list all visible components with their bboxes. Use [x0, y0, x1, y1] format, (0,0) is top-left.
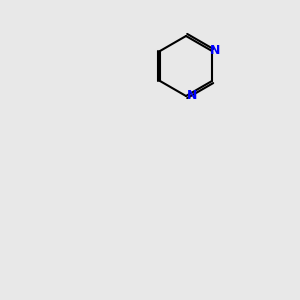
Text: N: N	[187, 89, 197, 103]
Text: N: N	[210, 44, 220, 58]
